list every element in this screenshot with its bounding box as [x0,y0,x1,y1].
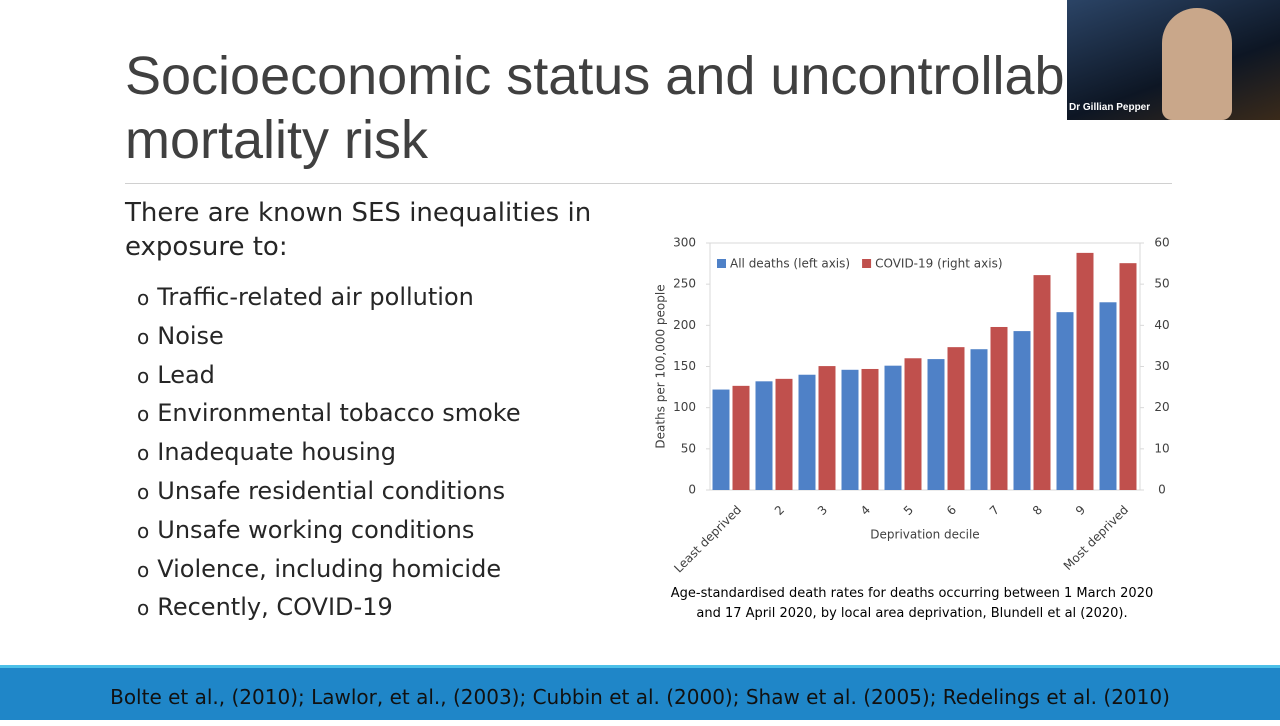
intro-text: There are known SES inequalities in expo… [125,198,592,262]
bar [775,378,793,490]
bar [1076,252,1094,490]
bar [927,359,945,490]
video-overlay: Dr Gillian Pepper [1067,0,1280,120]
speaker-image [1162,8,1232,120]
speaker-name: Dr Gillian Pepper [1069,102,1151,113]
bar [947,347,965,490]
x-tick-label: 6 [944,503,959,518]
y-tick-label: 200 [673,318,696,332]
y-tick-label: 0 [688,483,696,497]
y-tick-label: 100 [673,400,696,414]
x-tick-label: 9 [1073,503,1088,518]
y2-tick-label: 40 [1154,318,1169,332]
title-line: Socioeconomic status and uncontrollable [125,46,1107,106]
bar [884,365,902,490]
slide-title: Socioeconomic status and uncontrollable … [125,44,1107,172]
bullet: Environmental tobacco smoke [137,396,520,435]
y2-tick-label: 30 [1154,359,1169,373]
bar [841,369,859,490]
legend-label: COVID-19 (right axis) [875,257,1002,271]
x-axis-label: Deprivation decile [870,528,979,542]
legend-swatch [862,259,872,268]
bar [970,349,988,490]
bullet: Unsafe working conditions [137,513,521,552]
caption-line: Age-standardised death rates for deaths … [670,586,1154,601]
bar [818,366,836,490]
divider [125,183,1172,184]
y2-tick-label: 60 [1154,236,1169,250]
y-axis-label: Deaths per 100,000 people [654,284,668,448]
bullet: Recently, COVID-19 [137,590,521,629]
x-tick-label: Least deprived [671,503,744,576]
bar [732,385,750,490]
legend-swatch [717,259,726,268]
y2-tick-label: 10 [1154,441,1169,455]
x-tick-label: Most deprived [1061,503,1131,573]
bullet: Lead [137,358,521,397]
y-tick-label: 50 [681,441,696,455]
title-line: mortality risk [125,110,429,170]
bar [712,389,730,490]
y-tick-label: 250 [673,277,696,291]
bar [755,381,773,490]
bullet: Noise [137,319,521,358]
x-tick-label: 4 [858,503,873,518]
bar [1056,312,1074,490]
bar [1119,263,1137,490]
bar [904,358,922,490]
bullet: Violence, including homicide [137,552,521,591]
bar [1099,302,1117,490]
legend-label: All deaths (left axis) [730,257,850,271]
x-tick-label: 3 [815,503,830,518]
bar [1033,275,1051,490]
y2-tick-label: 50 [1154,277,1169,291]
bar [798,374,816,490]
y-tick-label: 150 [673,359,696,373]
y2-tick-label: 20 [1154,400,1169,414]
chart-caption: Age-standardised death rates for deaths … [652,584,1172,624]
caption-line: and 17 April 2020, by local area depriva… [696,606,1128,621]
bullet: Traffic-related air pollution [137,280,521,319]
bar [861,368,879,490]
y-tick-label: 300 [673,236,696,250]
bullet: Unsafe residential conditions [137,474,521,513]
x-tick-label: 5 [901,503,916,518]
y2-tick-label: 0 [1158,483,1166,497]
bar [1013,331,1031,490]
bar [990,326,1008,490]
x-tick-label: 2 [772,503,787,518]
references-footer: Bolte et al., (2010); Lawlor, et al., (2… [0,665,1280,720]
x-tick-label: 8 [1030,503,1045,518]
bullet: Inadequate housing [137,435,521,474]
plot-area [709,242,1141,491]
x-tick-label: 7 [987,503,1002,518]
bullet-list: Traffic-related air pollutionNoiseLeadEn… [137,280,521,629]
